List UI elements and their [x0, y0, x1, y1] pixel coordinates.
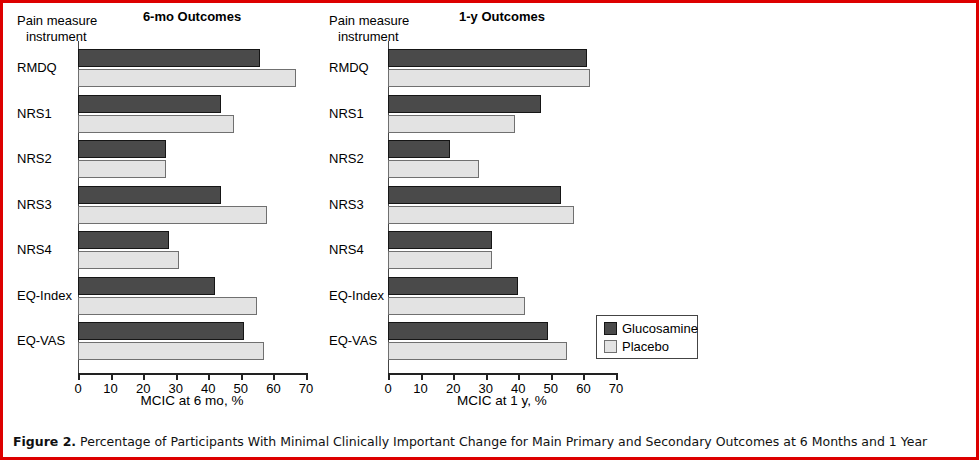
- y-axis-header-line2: instrument: [17, 29, 97, 45]
- bar-placebo-nrs3: [78, 206, 267, 224]
- bar-placebo-eq-vas: [78, 342, 264, 360]
- bar-glucosamine-nrs3: [388, 186, 561, 204]
- category-label-rmdq: RMDQ: [17, 60, 57, 75]
- bar-glucosamine-eq-index: [78, 277, 215, 295]
- bar-glucosamine-nrs1: [388, 95, 541, 113]
- x-axis-tick: [111, 375, 113, 380]
- x-axis-tick: [306, 375, 308, 380]
- x-axis-tick: [273, 375, 275, 380]
- bar-glucosamine-eq-vas: [78, 322, 244, 340]
- x-axis-tick: [616, 375, 618, 380]
- panel-title-6mo: 6-mo Outcomes: [78, 9, 306, 24]
- x-axis-tick: [453, 375, 455, 380]
- bar-placebo-eq-index: [78, 297, 257, 315]
- bar-placebo-nrs1: [78, 115, 234, 133]
- x-axis-tick: [551, 375, 553, 380]
- x-axis-tick: [143, 375, 145, 380]
- legend-entry-placebo: Placebo: [604, 339, 690, 354]
- x-axis-tick: [78, 375, 80, 380]
- category-label-nrs3: NRS3: [17, 197, 52, 212]
- bar-placebo-rmdq: [388, 69, 590, 87]
- category-label-nrs1: NRS1: [17, 106, 52, 121]
- bar-placebo-nrs1: [388, 115, 515, 133]
- y-axis-header-line1: Pain measure: [17, 13, 97, 29]
- x-axis-tick: [486, 375, 488, 380]
- x-axis-tick: [176, 375, 178, 380]
- bar-glucosamine-nrs3: [78, 186, 221, 204]
- category-label-eq-vas: EQ-VAS: [329, 333, 377, 348]
- legend-label-placebo: Placebo: [622, 339, 669, 354]
- x-axis-label-6mo: MCIC at 6 mo, %: [78, 393, 306, 408]
- category-label-nrs4: NRS4: [17, 242, 52, 257]
- y-axis-header-left: Pain measure instrument: [17, 13, 97, 45]
- bar-placebo-rmdq: [78, 69, 296, 87]
- category-label-eq-vas: EQ-VAS: [17, 333, 65, 348]
- bar-glucosamine-nrs2: [388, 140, 450, 158]
- panel-title-1y: 1-y Outcomes: [388, 9, 616, 24]
- category-label-nrs1: NRS1: [329, 106, 364, 121]
- figure-caption: Figure 2. Percentage of Participants Wit…: [13, 434, 971, 449]
- category-label-rmdq: RMDQ: [329, 60, 369, 75]
- x-axis-tick: [241, 375, 243, 380]
- bar-glucosamine-nrs4: [388, 231, 492, 249]
- y-axis-header-line1: Pain measure: [329, 13, 409, 29]
- x-axis-tick: [208, 375, 210, 380]
- y-axis-header-right: Pain measure instrument: [329, 13, 409, 45]
- caption-text: Percentage of Participants With Minimal …: [76, 434, 927, 449]
- x-axis-tick: [421, 375, 423, 380]
- bar-placebo-nrs2: [78, 160, 166, 178]
- bar-placebo-nrs4: [78, 251, 179, 269]
- caption-prefix: Figure 2.: [13, 434, 76, 449]
- legend-label-glucosamine: Glucosamine: [622, 321, 698, 336]
- bar-placebo-nrs3: [388, 206, 574, 224]
- bar-glucosamine-eq-index: [388, 277, 518, 295]
- glucosamine-swatch-icon: [604, 322, 617, 335]
- legend-entry-glucosamine: Glucosamine: [604, 321, 690, 336]
- bar-placebo-nrs4: [388, 251, 492, 269]
- bar-glucosamine-nrs1: [78, 95, 221, 113]
- x-axis-tick: [518, 375, 520, 380]
- legend: Glucosamine Placebo: [596, 315, 698, 359]
- placebo-swatch-icon: [604, 340, 617, 353]
- x-axis-label-1y: MCIC at 1 y, %: [388, 393, 616, 408]
- bar-glucosamine-rmdq: [78, 49, 260, 67]
- bar-glucosamine-nrs2: [78, 140, 166, 158]
- y-axis-header-line2: instrument: [329, 29, 409, 45]
- category-label-nrs3: NRS3: [329, 197, 364, 212]
- bar-glucosamine-rmdq: [388, 49, 587, 67]
- bar-placebo-nrs2: [388, 160, 479, 178]
- x-axis-tick: [388, 375, 390, 380]
- category-label-eq-index: EQ-Index: [17, 288, 72, 303]
- x-axis-tick: [583, 375, 585, 380]
- category-label-nrs2: NRS2: [17, 151, 52, 166]
- bar-placebo-eq-index: [388, 297, 525, 315]
- bar-placebo-eq-vas: [388, 342, 567, 360]
- figure-2-container: 6-mo Outcomes 1-y Outcomes Pain measure …: [0, 0, 979, 460]
- bar-glucosamine-eq-vas: [388, 322, 548, 340]
- category-label-eq-index: EQ-Index: [329, 288, 384, 303]
- category-label-nrs4: NRS4: [329, 242, 364, 257]
- category-label-nrs2: NRS2: [329, 151, 364, 166]
- bar-glucosamine-nrs4: [78, 231, 169, 249]
